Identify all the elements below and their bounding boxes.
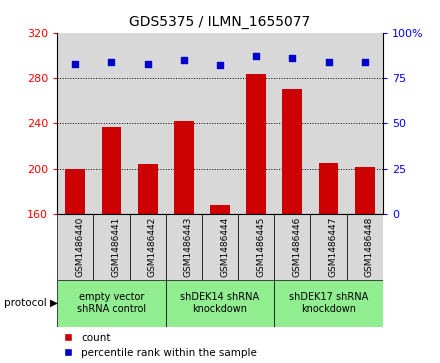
Bar [238,214,274,280]
Bar [66,169,85,214]
Bar [347,214,383,280]
Bar [102,127,121,214]
Text: shDEK17 shRNA
knockdown: shDEK17 shRNA knockdown [289,292,368,314]
Text: protocol ▶: protocol ▶ [4,298,59,308]
Point [253,53,260,59]
Bar [166,280,274,327]
Bar [311,214,347,280]
Title: GDS5375 / ILMN_1655077: GDS5375 / ILMN_1655077 [129,15,311,29]
Point [72,61,79,66]
Point [108,59,115,65]
Bar [57,214,93,280]
Bar [202,33,238,214]
Bar [347,33,383,214]
Bar [274,214,311,280]
Text: GSM1486447: GSM1486447 [329,217,337,277]
Text: GSM1486448: GSM1486448 [365,217,374,277]
Text: GSM1486445: GSM1486445 [256,217,265,277]
Bar [202,214,238,280]
Bar [355,167,375,214]
Bar [210,205,230,214]
Point [289,55,296,61]
Point [361,59,368,65]
Bar [174,121,194,214]
Text: GSM1486443: GSM1486443 [184,217,193,277]
Bar [246,73,266,214]
Bar [282,89,302,214]
Bar [166,214,202,280]
Bar [138,164,158,214]
Text: GSM1486441: GSM1486441 [111,217,121,277]
Text: shDEK14 shRNA
knockdown: shDEK14 shRNA knockdown [180,292,260,314]
Bar [93,33,129,214]
Bar [129,33,166,214]
Bar [238,33,274,214]
Text: GSM1486446: GSM1486446 [292,217,301,277]
Text: empty vector
shRNA control: empty vector shRNA control [77,292,146,314]
Point [325,59,332,65]
Point [216,62,224,68]
Text: GSM1486442: GSM1486442 [148,217,157,277]
Point [144,61,151,66]
Bar [311,33,347,214]
Text: GSM1486444: GSM1486444 [220,217,229,277]
Bar [274,280,383,327]
Legend: count, percentile rank within the sample: count, percentile rank within the sample [62,333,257,358]
Bar [319,163,338,214]
Text: GSM1486440: GSM1486440 [75,217,84,277]
Bar [57,33,93,214]
Bar [274,33,311,214]
Bar [93,214,129,280]
Bar [166,33,202,214]
Bar [129,214,166,280]
Bar [57,280,166,327]
Point [180,57,187,63]
